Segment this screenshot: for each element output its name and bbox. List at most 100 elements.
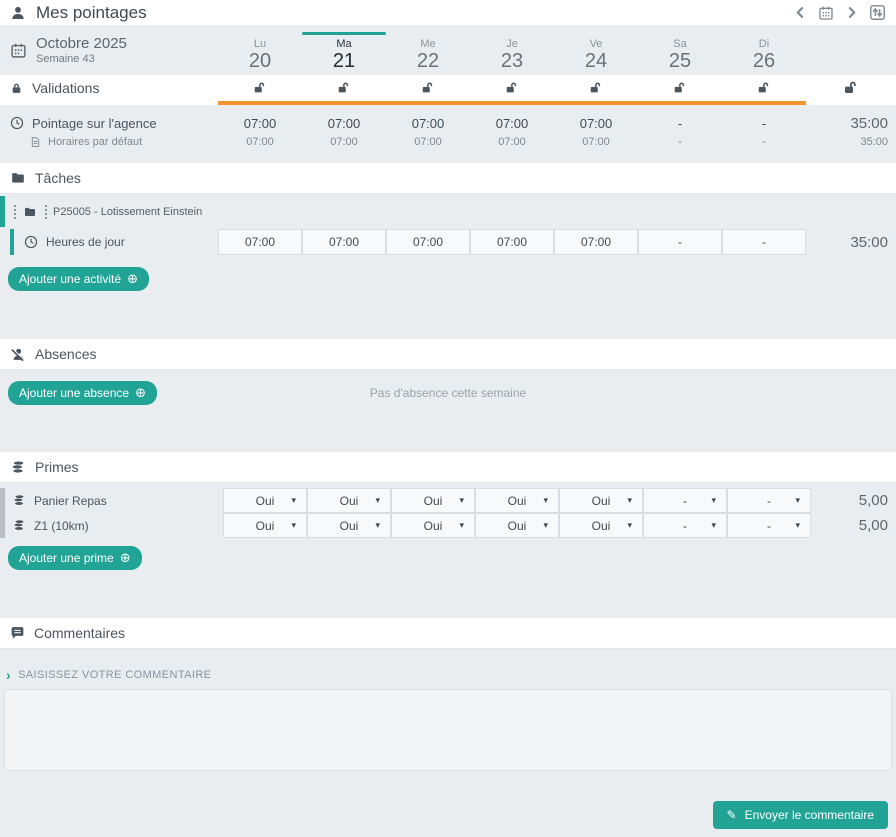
day-header-sa[interactable]: Sa 25: [668, 38, 692, 72]
prime-select-ve[interactable]: Oui ▾: [559, 513, 643, 538]
chevron-right-icon: ›: [6, 666, 12, 683]
agency-section: Pointage sur l'agence 07:00 07:00 07:00 …: [0, 105, 896, 163]
week-header: Octobre 2025 Semaine 43 Lu 20 Ma 21 Me 22 J…: [0, 25, 896, 75]
chevron-down-icon: ▾: [711, 520, 716, 530]
default-hours-week-total: 35:00: [860, 135, 888, 148]
default-hours-value: -: [678, 135, 682, 148]
person-off-icon: [10, 347, 26, 362]
project-row[interactable]: P25005 - Lotissement Einstein: [0, 196, 896, 227]
chevron-down-icon: ▾: [375, 495, 380, 505]
tasks-section-header: Tâches: [0, 163, 896, 194]
default-hours-label: Horaires par défaut: [0, 136, 218, 148]
chevron-down-icon: ▾: [795, 520, 800, 530]
day-hours-week-total: 35:00: [850, 233, 888, 251]
prime-select-di[interactable]: - ▾: [727, 488, 811, 513]
agency-week-total: 35:00: [850, 114, 888, 132]
period-info: Octobre 2025 Semaine 43: [0, 35, 218, 65]
add-circle-icon: ⊕: [119, 550, 131, 565]
prime-select-lu[interactable]: Oui ▾: [223, 513, 307, 538]
chevron-down-icon: ▾: [459, 495, 464, 505]
next-week-icon[interactable]: [845, 5, 858, 20]
prime-select-me[interactable]: Oui ▾: [391, 513, 475, 538]
day-hours-row: Heures de jour 35:00: [0, 227, 896, 257]
clock-icon: [10, 116, 24, 130]
prev-week-icon[interactable]: [794, 5, 807, 20]
no-absence-message: Pas d'absence cette semaine: [369, 386, 527, 400]
agency-value: 07:00: [411, 115, 445, 131]
unlock-icon-di[interactable]: [722, 81, 806, 95]
coins-icon: [10, 460, 26, 475]
chevron-down-icon: ▾: [543, 495, 548, 505]
add-activity-button[interactable]: Ajouter une activité ⊕: [8, 267, 149, 291]
day-header-me[interactable]: Me 22: [416, 38, 440, 72]
agency-value: 07:00: [579, 115, 613, 131]
unlock-icon-me[interactable]: [386, 81, 470, 95]
chevron-down-icon: ▾: [795, 495, 800, 505]
primes-accent-bar: [0, 488, 5, 538]
hours-input-me[interactable]: [386, 229, 470, 255]
add-prime-button[interactable]: Ajouter une prime ⊕: [8, 546, 142, 570]
day-header-ma-selected[interactable]: Ma 21: [302, 28, 386, 72]
chevron-down-icon: ▾: [291, 520, 296, 530]
prime-row-z1: Z1 (10km) Oui ▾ Oui ▾ Oui ▾ Oui ▾ Oui ▾ - ▾ - ▾…: [5, 513, 896, 538]
hours-input-je[interactable]: [470, 229, 554, 255]
prime-select-ma[interactable]: Oui ▾: [307, 488, 391, 513]
drag-handle-icon[interactable]: [45, 204, 47, 219]
prime-select-sa[interactable]: - ▾: [643, 488, 727, 513]
calendar-icon[interactable]: [818, 5, 834, 21]
day-header-lu[interactable]: Lu 20: [248, 38, 272, 72]
folder-icon: [10, 171, 26, 185]
hours-input-lu[interactable]: [218, 229, 302, 255]
chevron-down-icon: ▾: [711, 495, 716, 505]
prime-week-total: 5,00: [858, 492, 888, 509]
page-title: Mes pointages: [36, 2, 147, 22]
prime-select-ve[interactable]: Oui ▾: [559, 488, 643, 513]
comments-section-header: Commentaires: [0, 618, 896, 649]
unlock-icon-ve[interactable]: [554, 81, 638, 95]
unlock-icon-ma[interactable]: [302, 81, 386, 95]
agency-value: -: [761, 115, 767, 131]
comment-bubble-icon: [10, 626, 25, 640]
lock-closed-icon: [10, 82, 23, 95]
default-hours-value: 07:00: [498, 135, 526, 148]
prime-select-me[interactable]: Oui ▾: [391, 488, 475, 513]
prime-select-di[interactable]: - ▾: [727, 513, 811, 538]
prime-select-je[interactable]: Oui ▾: [475, 513, 559, 538]
absences-section-header: Absences: [0, 339, 896, 370]
validations-label: Validations: [0, 80, 218, 96]
day-header-ve[interactable]: Ve 24: [584, 38, 608, 72]
user-icon: [10, 5, 26, 21]
calendar-icon: [10, 42, 27, 59]
add-circle-icon: ⊕: [127, 271, 138, 286]
hours-input-ma[interactable]: [302, 229, 386, 255]
prime-select-je[interactable]: Oui ▾: [475, 488, 559, 513]
default-hours-value: 07:00: [330, 135, 358, 148]
unlock-icon-week-total[interactable]: [806, 80, 896, 96]
default-hours-value: 07:00: [582, 135, 610, 148]
chevron-down-icon: ▾: [459, 520, 464, 530]
prime-select-ma[interactable]: Oui ▾: [307, 513, 391, 538]
coins-icon: [12, 519, 26, 532]
send-comment-button[interactable]: ✎ Envoyer le commentaire: [712, 801, 888, 829]
day-header-di[interactable]: Di 26: [752, 38, 776, 72]
month-label: Octobre 2025: [36, 35, 127, 52]
hours-input-sa[interactable]: [638, 229, 722, 255]
prime-select-lu[interactable]: Oui ▾: [223, 488, 307, 513]
drag-handle-icon[interactable]: [14, 204, 16, 219]
unlock-icon-lu[interactable]: [218, 81, 302, 95]
document-icon: [30, 136, 41, 148]
week-label: Semaine 43: [36, 53, 95, 65]
add-absence-button[interactable]: Ajouter une absence ⊕: [8, 381, 157, 405]
agency-row-label: Pointage sur l'agence: [0, 116, 218, 131]
hours-input-ve[interactable]: [554, 229, 638, 255]
clock-icon: [24, 235, 38, 249]
hours-input-di[interactable]: [722, 229, 806, 255]
prime-select-sa[interactable]: - ▾: [643, 513, 727, 538]
display-options-icon[interactable]: [869, 4, 886, 21]
comment-textarea[interactable]: [4, 689, 892, 771]
day-header-je[interactable]: Je 23: [500, 38, 524, 72]
agency-value: 07:00: [243, 115, 277, 131]
unlock-icon-sa[interactable]: [638, 81, 722, 95]
primes-rows: Panier Repas Oui ▾ Oui ▾ Oui ▾ Oui ▾ Oui ▾ - ▾…: [0, 488, 896, 538]
unlock-icon-je[interactable]: [470, 81, 554, 95]
